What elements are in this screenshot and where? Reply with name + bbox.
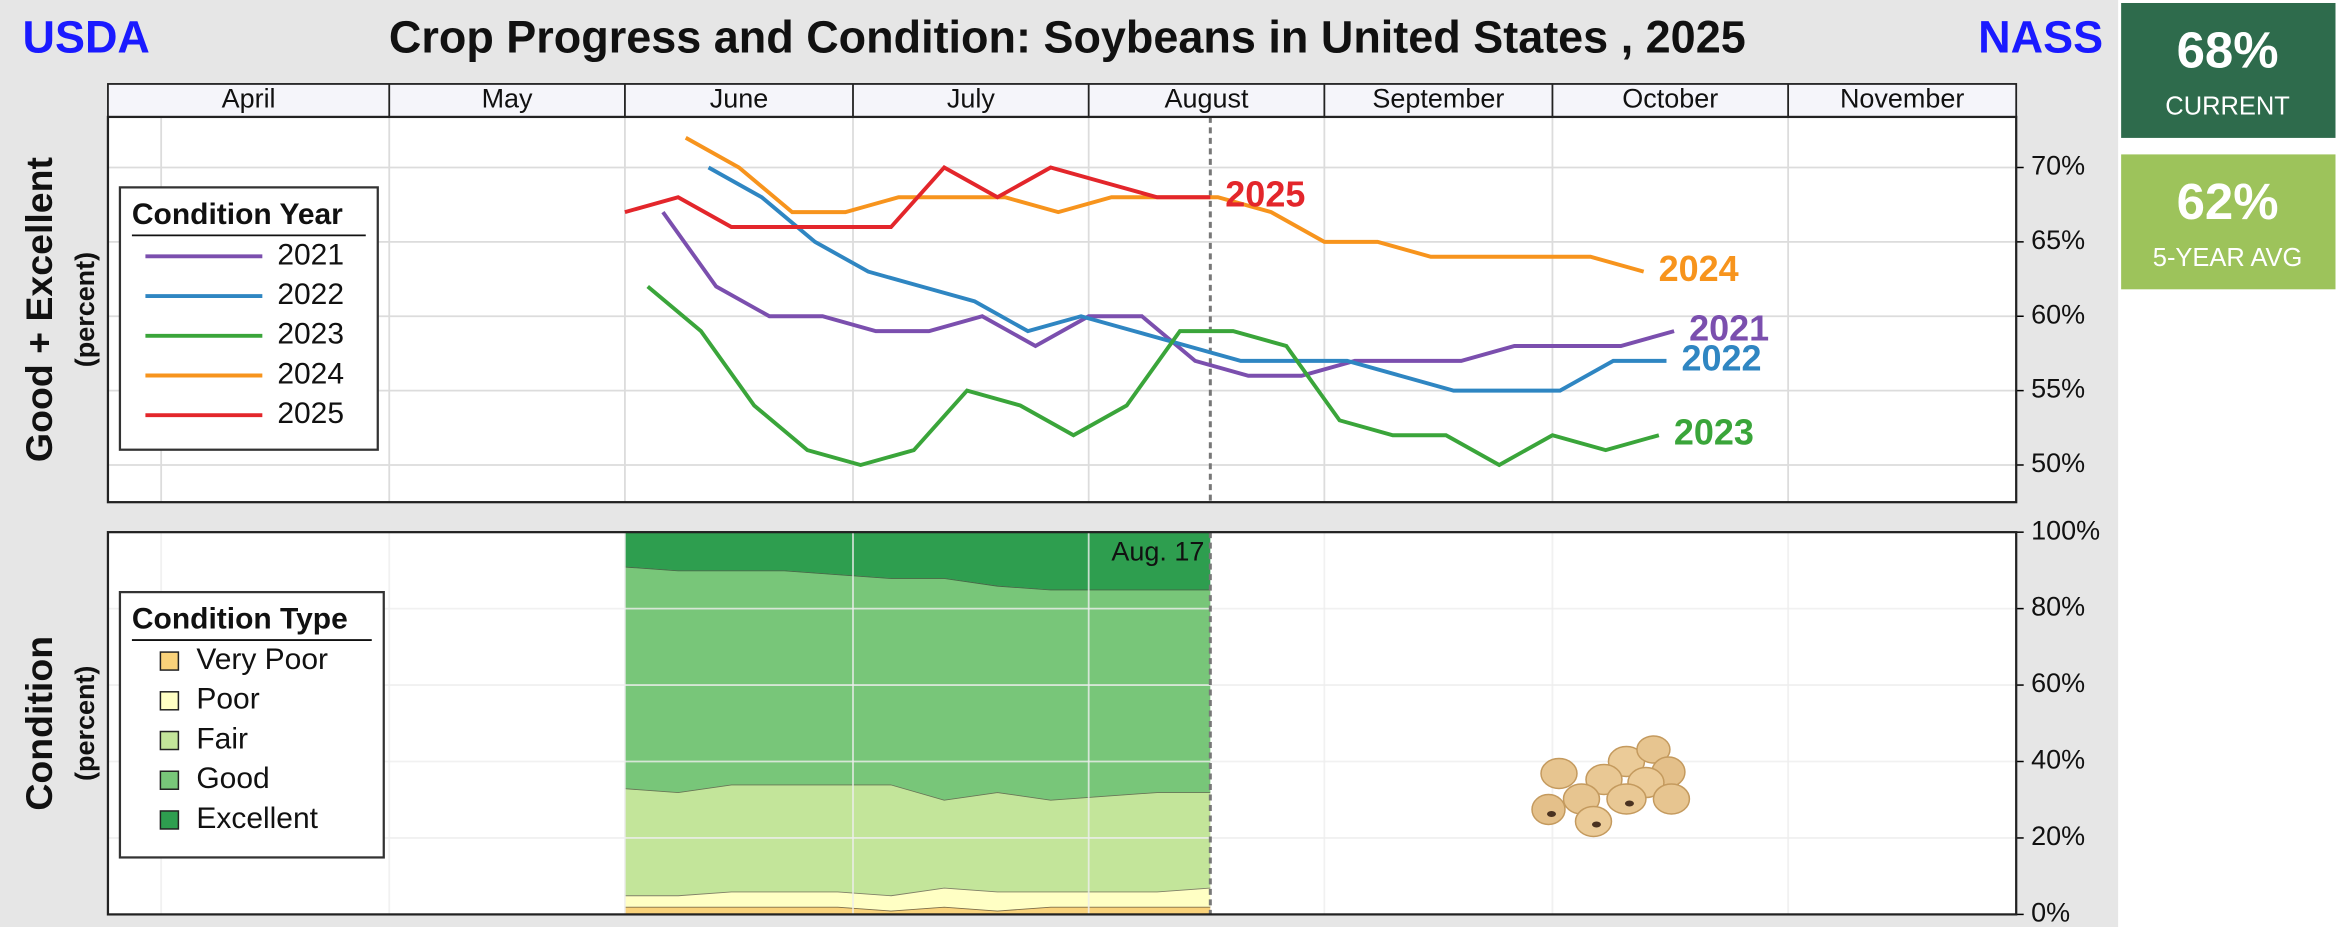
card-value: 68% <box>2177 21 2279 78</box>
legend-label: 2022 <box>277 278 344 311</box>
legend-label: Fair <box>196 722 248 755</box>
legend-label: Excellent <box>196 802 318 835</box>
series-end-label: 2022 <box>1681 337 1761 378</box>
series-end-label: 2023 <box>1674 412 1754 453</box>
summary-card <box>2121 2 2336 138</box>
y-tick-label: 80% <box>2031 592 2085 622</box>
month-label: November <box>1840 84 1964 114</box>
series-end-label: 2021 <box>1689 308 1769 349</box>
soybean-illustration <box>1531 735 1691 838</box>
agency-right: NASS <box>1978 11 2103 62</box>
legend-swatch <box>159 810 180 830</box>
area-edge <box>624 783 1211 801</box>
y-axis-title: Good + Excellent <box>18 157 60 463</box>
y-tick-label: 65% <box>2031 225 2085 255</box>
y-tick-label: 100% <box>2031 515 2100 545</box>
series-line <box>661 210 1675 378</box>
legend-label: 2024 <box>277 357 344 390</box>
area-segment <box>624 566 1211 800</box>
card-label: 5-YEAR AVG <box>2153 244 2303 272</box>
y-tick-label: 50% <box>2031 448 2085 478</box>
series-line <box>624 165 1211 229</box>
legend-swatch <box>159 770 180 790</box>
series-end-label: 2024 <box>1659 248 1739 289</box>
legend-label: Very Poor <box>196 643 328 676</box>
y-tick-label: 55% <box>2031 374 2085 404</box>
month-label: September <box>1372 84 1504 114</box>
series-line <box>646 285 1660 468</box>
areas <box>624 531 1211 915</box>
legend-label: 2023 <box>277 318 344 351</box>
month-label: June <box>710 84 768 114</box>
area-segment <box>624 784 1211 896</box>
agency-left: USDA <box>22 11 149 62</box>
y-axis-subtitle: (percent) <box>70 252 100 367</box>
y-tick-label: 60% <box>2031 668 2085 698</box>
chart-title: Crop Progress and Condition: Soybeans in… <box>389 11 1746 62</box>
month-label: July <box>947 84 995 114</box>
y-tick-label: 40% <box>2031 745 2085 775</box>
y-tick-label: 20% <box>2031 821 2085 851</box>
legend-swatch <box>159 691 180 711</box>
date-marker-label: Aug. 17 <box>1111 536 1204 566</box>
plot-border <box>106 115 2018 504</box>
summary-card <box>2121 154 2336 290</box>
area-segment <box>624 906 1211 915</box>
series-end-label: 2025 <box>1225 174 1305 215</box>
month-label: October <box>1622 84 1718 114</box>
month-label: April <box>222 84 276 114</box>
series-line <box>707 165 1667 393</box>
month-label: May <box>482 84 533 114</box>
month-header <box>107 83 2018 118</box>
legend-label: Poor <box>196 683 259 716</box>
legend-label: Good <box>196 762 269 795</box>
card-label: CURRENT <box>2165 93 2290 121</box>
y-tick-label: 0% <box>2031 898 2070 927</box>
card-value: 62% <box>2177 173 2279 230</box>
legend-label: 2021 <box>277 238 344 271</box>
legend-title: Condition Year <box>132 198 343 231</box>
y-tick-label: 60% <box>2031 299 2085 329</box>
area-segment <box>624 532 1211 590</box>
y-tick-label: 70% <box>2031 151 2085 181</box>
legend-swatch <box>159 651 180 671</box>
y-axis-title: Condition <box>18 636 60 811</box>
legend-label: 2025 <box>277 397 344 430</box>
month-label: August <box>1165 84 1249 114</box>
y-axis-subtitle: (percent) <box>70 666 100 781</box>
plot-border <box>106 531 2018 916</box>
legend-swatch <box>159 730 180 751</box>
legend-title: Condition Type <box>132 603 348 636</box>
legend-box <box>118 186 379 451</box>
area-segment <box>624 887 1211 911</box>
plot-area <box>107 116 2017 503</box>
